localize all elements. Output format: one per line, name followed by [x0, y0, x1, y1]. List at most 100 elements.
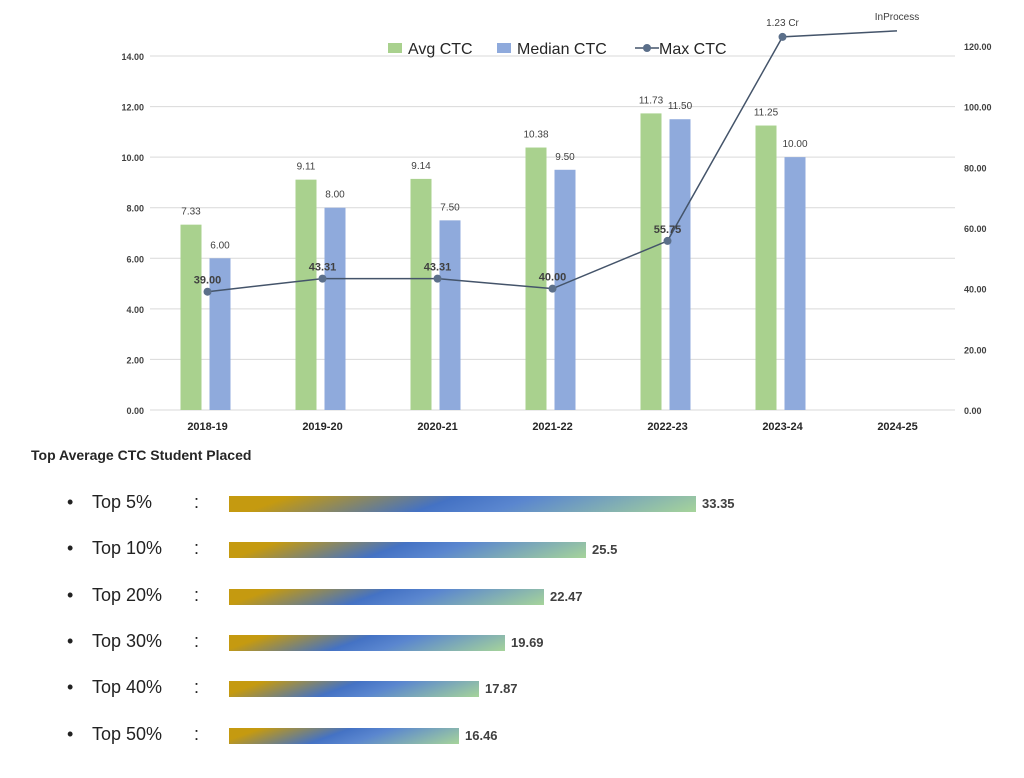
top-ctc-bar	[229, 634, 505, 651]
top-ctc-label: Top 50%	[92, 723, 163, 744]
colon: :	[194, 584, 200, 605]
left-axis-tick: 12.00	[121, 103, 144, 113]
top-ctc-row: • Top 20%: 22.47	[0, 573, 1024, 619]
top-ctc-label: Top 40%	[92, 677, 163, 698]
median-ctc-label: 7.50	[440, 202, 460, 213]
avg-ctc-label: 11.73	[639, 95, 664, 106]
bullet: •	[67, 538, 74, 559]
top-ctc-bar	[229, 681, 479, 698]
avg-ctc-bar	[295, 179, 317, 410]
avg-ctc-bar	[755, 125, 777, 411]
median-ctc-label: 6.00	[210, 240, 230, 251]
x-axis-tick: 2021-22	[532, 421, 572, 433]
median-ctc-bar	[554, 169, 576, 410]
avg-ctc-bar	[525, 147, 547, 410]
max-ctc-label: 1.23 Cr	[766, 18, 799, 29]
left-axis-tick: 0.00	[126, 406, 144, 416]
right-axis-tick: 0.00	[964, 406, 982, 416]
x-axis-tick: 2019-20	[302, 421, 342, 433]
left-axis-tick: 8.00	[126, 204, 144, 214]
right-axis-tick: 100.00	[964, 103, 992, 113]
median-ctc-bar	[324, 207, 346, 410]
top-ctc-label: Top 20%	[92, 584, 163, 605]
legend-avg-ctc-swatch	[388, 43, 402, 53]
bullet: •	[67, 677, 74, 698]
right-axis-tick: 20.00	[964, 345, 987, 355]
median-ctc-bar	[784, 157, 806, 410]
max-ctc-point	[778, 32, 787, 41]
avg-ctc-bar	[640, 113, 662, 411]
right-axis-tick: 60.00	[964, 224, 987, 234]
colon: :	[194, 630, 200, 651]
median-ctc-label: 11.50	[668, 101, 693, 112]
avg-ctc-label: 7.33	[181, 207, 201, 218]
median-ctc-bar	[669, 119, 691, 410]
avg-ctc-bar	[410, 178, 432, 410]
max-ctc-point	[548, 284, 557, 293]
avg-ctc-bar	[180, 224, 202, 410]
top-ctc-bar-track	[229, 727, 729, 744]
legend-max-ctc-swatch-dot	[643, 44, 651, 52]
x-axis-tick: 2022-23	[647, 421, 687, 433]
max-ctc-label: 55.75	[654, 224, 682, 236]
median-ctc-label: 10.00	[782, 139, 807, 150]
right-axis-tick: 40.00	[964, 285, 987, 295]
top-ctc-value: 25.5	[592, 542, 618, 558]
top-ctc-row: • Top 30%: 19.69	[0, 619, 1024, 665]
top-ctc-label: Top 5%	[92, 492, 153, 512]
top-ctc-label: Top 30%	[92, 630, 163, 651]
median-ctc-label: 9.50	[555, 152, 575, 163]
top-ctc-value: 17.87	[485, 681, 518, 697]
top-ctc-label: Top 10%	[92, 538, 163, 559]
left-axis-tick: 4.00	[126, 305, 144, 315]
legend-avg-ctc: Avg CTC	[408, 41, 473, 58]
section-title: Top Average CTC Student Placed	[31, 447, 252, 463]
x-axis-tick: 2023-24	[762, 421, 803, 433]
max-ctc-point	[663, 236, 672, 245]
top-ctc-bar	[229, 542, 586, 559]
left-axis-tick: 2.00	[126, 355, 144, 365]
max-ctc-label: 43.31	[424, 262, 452, 274]
top-ctc-bar-track	[229, 681, 729, 698]
median-ctc-label: 8.00	[325, 190, 345, 201]
top-ctc-row: • Top 5%: 33.35	[0, 480, 1024, 526]
avg-ctc-label: 11.25	[754, 108, 779, 119]
bullet: •	[67, 492, 74, 512]
top-ctc-value: 33.35	[702, 496, 735, 511]
top-ctc-bar	[229, 496, 696, 512]
x-axis-tick: 2018-19	[187, 421, 227, 433]
max-ctc-label: 39.00	[194, 275, 222, 287]
bullet: •	[67, 723, 74, 744]
top-ctc-bar-track	[229, 496, 729, 512]
avg-ctc-label: 9.11	[297, 162, 316, 173]
avg-ctc-label: 10.38	[523, 130, 548, 141]
right-axis-tick: 80.00	[964, 163, 987, 173]
left-axis-tick: 14.00	[121, 52, 144, 62]
median-ctc-bar	[439, 220, 461, 410]
avg-ctc-label: 9.14	[411, 161, 431, 172]
top-ctc-row: • Top 40%: 17.87	[0, 665, 1024, 711]
top-ctc-bar-track	[229, 588, 729, 605]
top-ctc-row: • Top 10%: 25.5	[0, 526, 1024, 572]
x-axis-tick: 2020-21	[417, 421, 457, 433]
legend-max-ctc: Max CTC	[659, 41, 727, 58]
x-axis-tick: 2024-25	[877, 421, 917, 433]
colon: :	[194, 677, 200, 698]
bullet: •	[67, 584, 74, 605]
max-ctc-label: 43.31	[309, 262, 337, 274]
colon: :	[194, 538, 200, 559]
ctc-chart: 0.00 2.00 4.00 6.00 8.00 10.00 12.00 14.00 0.00 2…	[121, 12, 992, 433]
median-ctc-bar	[209, 258, 231, 410]
left-axis-tick: 10.00	[121, 153, 144, 163]
top-ctc-value: 22.47	[550, 588, 583, 604]
top-ctc-value: 19.69	[511, 634, 544, 650]
max-ctc-point	[203, 287, 212, 296]
top-ctc-value: 16.46	[465, 727, 498, 743]
top-ctc-bar	[229, 588, 544, 605]
bullet: •	[67, 630, 74, 651]
colon: :	[194, 492, 200, 512]
max-ctc-point	[318, 274, 327, 283]
top-ctc-bar-track	[229, 542, 729, 559]
max-ctc-point	[433, 274, 442, 283]
max-ctc-label: InProcess	[875, 12, 919, 23]
